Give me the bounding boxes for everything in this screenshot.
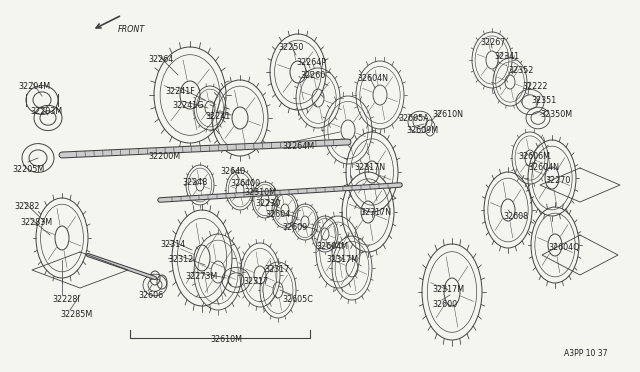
Text: 32317N: 32317N	[354, 163, 385, 172]
Text: 32608: 32608	[503, 212, 528, 221]
Text: 32317: 32317	[243, 277, 268, 286]
Text: 32604N: 32604N	[528, 163, 559, 172]
Text: 32609: 32609	[282, 223, 307, 232]
Text: 32610N: 32610N	[432, 110, 463, 119]
Text: 32341: 32341	[494, 52, 519, 61]
Text: 32350M: 32350M	[540, 110, 572, 119]
Text: 32250: 32250	[278, 43, 303, 52]
Text: 32283M: 32283M	[20, 218, 52, 227]
Text: 32222: 32222	[522, 82, 547, 91]
Text: 32605A: 32605A	[398, 114, 429, 123]
Text: 32228I: 32228I	[52, 295, 79, 304]
Text: A3PP 10 37: A3PP 10 37	[564, 349, 608, 358]
Text: 32260: 32260	[300, 71, 325, 80]
Text: 326400: 326400	[230, 179, 260, 188]
Text: 32605C: 32605C	[282, 295, 313, 304]
Text: FRONT: FRONT	[118, 25, 145, 34]
Text: 32248: 32248	[182, 178, 207, 187]
Text: 32604Q: 32604Q	[548, 243, 579, 252]
Text: 32310M: 32310M	[244, 188, 276, 197]
Text: 32241: 32241	[205, 112, 230, 121]
Text: 32282: 32282	[14, 202, 40, 211]
Text: 32317M: 32317M	[432, 285, 464, 294]
Text: 32317: 32317	[264, 265, 289, 274]
Text: 32203M: 32203M	[30, 107, 62, 116]
Text: 32604: 32604	[265, 210, 290, 219]
Text: 32610M: 32610M	[210, 335, 242, 344]
Text: 32264M: 32264M	[282, 142, 314, 151]
Text: 32609M: 32609M	[406, 126, 438, 135]
Text: 32351: 32351	[531, 96, 556, 105]
Text: 32604M: 32604M	[316, 242, 348, 251]
Text: 32606: 32606	[138, 291, 163, 300]
Text: 32317M: 32317M	[326, 255, 358, 264]
Text: 32270: 32270	[545, 176, 570, 185]
Text: 32241G: 32241G	[172, 101, 204, 110]
Text: 32241F: 32241F	[165, 87, 195, 96]
Text: 32600: 32600	[432, 300, 457, 309]
Text: 32267: 32267	[480, 38, 506, 47]
Text: 32204M: 32204M	[18, 82, 50, 91]
Text: 32317N: 32317N	[360, 208, 391, 217]
Text: 32606M: 32606M	[518, 152, 550, 161]
Text: 32200M: 32200M	[148, 152, 180, 161]
Text: 32285M: 32285M	[60, 310, 92, 319]
Text: 32314: 32314	[160, 240, 185, 249]
Text: 32604N: 32604N	[357, 74, 388, 83]
Text: 32264: 32264	[148, 55, 173, 64]
Text: 32273M: 32273M	[185, 272, 217, 281]
Text: 32230: 32230	[255, 199, 280, 208]
Text: 32264P: 32264P	[296, 58, 326, 67]
Text: 32312: 32312	[168, 255, 193, 264]
Text: 32205M: 32205M	[12, 165, 44, 174]
Text: 32640: 32640	[220, 167, 245, 176]
Text: 32352: 32352	[508, 66, 533, 75]
